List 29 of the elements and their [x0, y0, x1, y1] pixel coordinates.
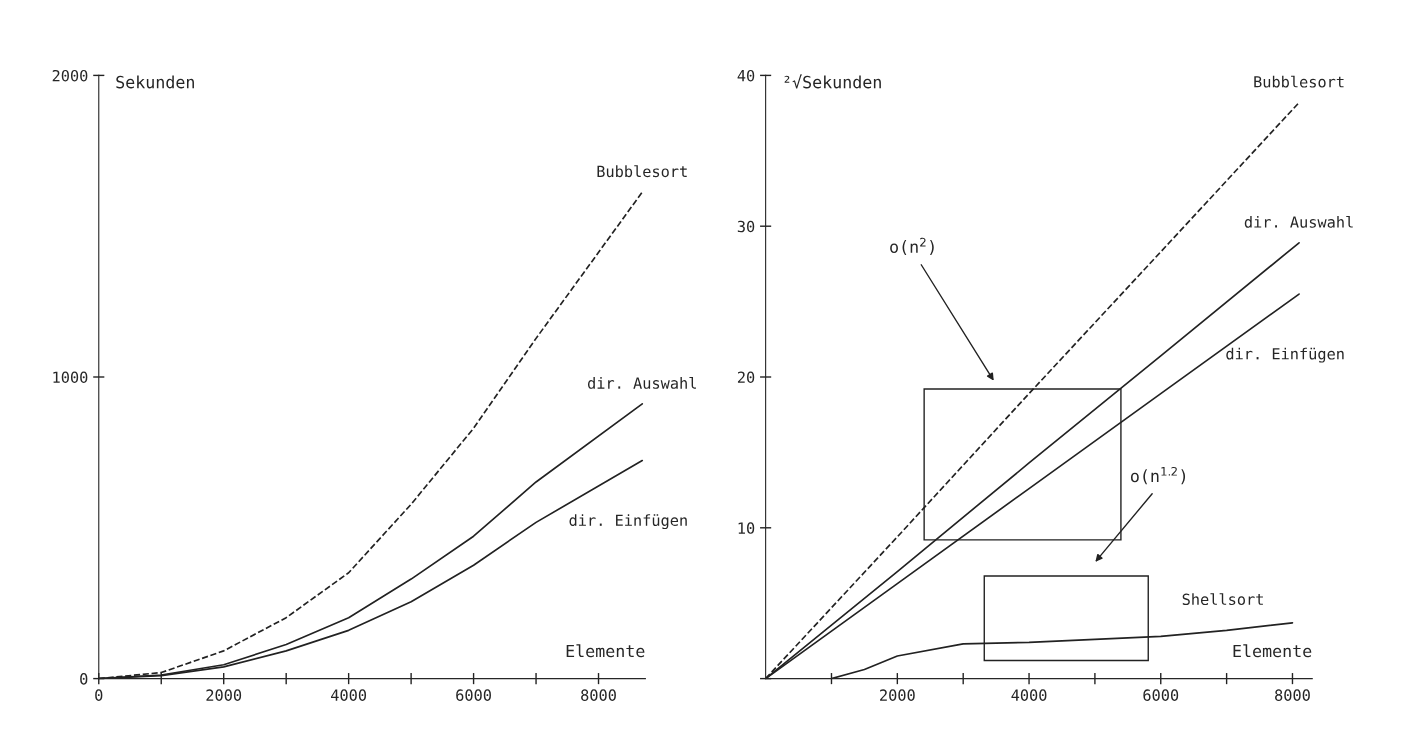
x-tick-label: 4000 — [1011, 689, 1047, 701]
y-tick-label: 2000 — [52, 69, 88, 82]
x-axis-title: Elemente — [1233, 644, 1312, 658]
x-tick-label: 6000 — [456, 689, 491, 701]
series-label: Shellsort — [1182, 593, 1263, 606]
series-label: dir. Einfügen — [1226, 347, 1344, 363]
y-tick-label: 20 — [737, 371, 755, 384]
x-tick-label: 8000 — [1275, 689, 1310, 701]
y-tick-label: 1000 — [53, 371, 88, 384]
y-axis-title: ²√Sekunden — [784, 74, 881, 89]
annotation: o(n$^{2}$) — [890, 237, 934, 255]
series-label: Bubblesort — [597, 165, 687, 178]
series-label: dir. Auswahl — [587, 376, 696, 389]
y-tick-label: 0 — [80, 673, 88, 685]
y-tick-label: 10 — [738, 522, 755, 534]
series-label: Bubblesort — [1254, 75, 1344, 88]
y-axis-title: Sekunden — [116, 75, 194, 89]
x-tick-label: 2000 — [880, 689, 915, 701]
y-tick-label: 30 — [737, 220, 755, 233]
y-tick-label: 40 — [737, 69, 755, 82]
x-tick-label: 2000 — [206, 689, 242, 701]
x-tick-label: 8000 — [581, 689, 616, 701]
x-tick-label: 4000 — [331, 689, 367, 701]
series-label: dir. Einfügen — [569, 514, 687, 530]
x-axis-title: Elemente — [566, 644, 645, 658]
x-tick-label: 6000 — [1143, 689, 1179, 701]
x-tick-label: 0 — [95, 689, 103, 701]
annotation: o(n$^{1.2}$) — [1130, 466, 1186, 485]
series-label: dir. Auswahl — [1244, 215, 1353, 228]
